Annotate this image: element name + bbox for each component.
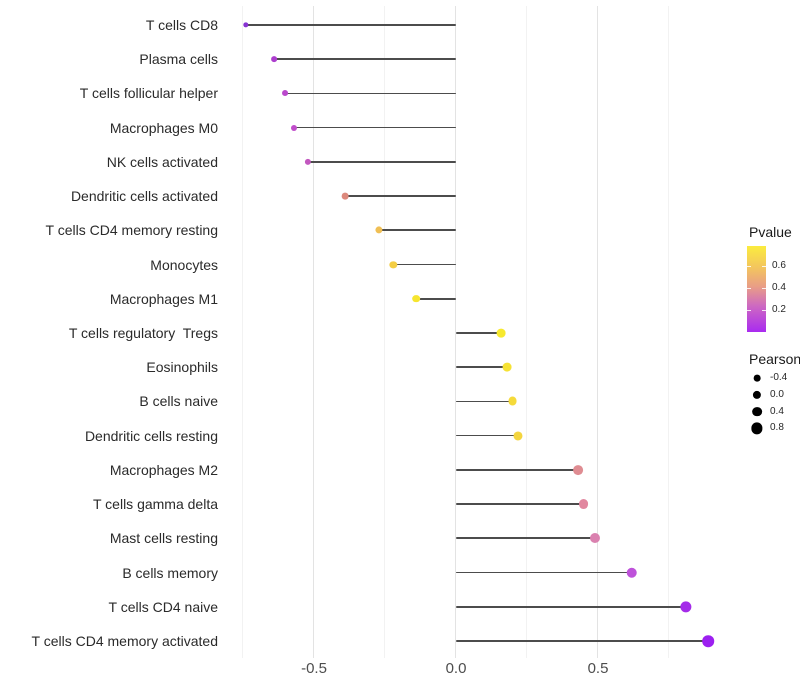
x-tick-label: -0.5 xyxy=(301,660,327,677)
y-axis-label: NK cells activated xyxy=(106,153,218,170)
y-axis-label: Macrophages M2 xyxy=(109,461,218,478)
lollipop-dot xyxy=(513,431,523,441)
y-axis-label: T cells CD8 xyxy=(145,17,218,33)
gridline-major xyxy=(455,6,457,658)
gridline-minor xyxy=(242,6,244,658)
lollipop-stem xyxy=(245,24,456,26)
lollipop-stem xyxy=(344,195,456,197)
colorbar-tick-label: 0.4 xyxy=(772,282,786,293)
lollipop-dot xyxy=(508,396,517,406)
y-axis-label: T cells regulatory Tregs xyxy=(68,324,218,341)
lollipop-dot xyxy=(412,294,420,303)
lollipop-dot xyxy=(502,362,512,372)
y-axis-label: Plasma cells xyxy=(139,51,218,68)
lollipop-stem xyxy=(455,537,595,540)
y-axis-label: Monocytes xyxy=(150,256,218,273)
gridline-minor xyxy=(526,6,528,658)
lollipop-stem xyxy=(455,503,584,505)
pearson-legend-title: Pearson xyxy=(749,351,800,367)
lollipop-stem xyxy=(455,366,507,369)
y-axis-label: Eosinophils xyxy=(146,359,218,376)
lollipop-stem xyxy=(455,434,519,437)
pearson-legend-label: 0.8 xyxy=(770,422,784,434)
lollipop-dot xyxy=(389,260,397,269)
x-tick-label: 0.0 xyxy=(445,660,467,677)
lollipop-dot xyxy=(304,158,312,165)
lollipop-dot xyxy=(496,328,506,338)
lollipop-stem xyxy=(455,332,502,334)
lollipop-dot xyxy=(626,567,638,578)
lollipop-dot xyxy=(589,533,600,544)
pearson-legend-dot xyxy=(752,406,762,417)
lollipop-stem xyxy=(455,400,513,403)
colorbar-tick xyxy=(747,288,751,289)
y-axis-label: Macrophages M0 xyxy=(109,119,218,136)
lollipop-dot xyxy=(271,56,277,63)
y-axis-label: Mast cells resting xyxy=(109,530,218,547)
pvalue-legend-title: Pvalue xyxy=(749,224,792,240)
lollipop-dot xyxy=(578,499,589,510)
y-axis-label: T cells CD4 memory activated xyxy=(31,632,218,649)
lollipop-stem xyxy=(393,263,456,266)
lollipop-stem xyxy=(455,571,632,574)
y-axis-label: T cells CD4 memory resting xyxy=(45,222,218,239)
colorbar-tick xyxy=(747,310,751,311)
lollipop-stem xyxy=(455,605,686,608)
lollipop-dot xyxy=(680,601,692,613)
lollipop-dot xyxy=(282,90,289,97)
lollipop-stem xyxy=(455,469,578,471)
colorbar-tick xyxy=(762,266,766,267)
x-tick-label: 0.5 xyxy=(587,660,609,677)
lollipop-dot xyxy=(702,635,715,647)
gridline-minor xyxy=(668,6,670,658)
pearson-legend-dot xyxy=(752,390,762,399)
y-axis-label: T cells CD4 naive xyxy=(108,598,218,615)
lollipop-stem xyxy=(273,58,456,61)
lollipop-dot xyxy=(572,464,583,475)
colorbar-tick xyxy=(747,266,751,267)
lollipop-dot xyxy=(242,22,249,28)
y-axis-label: B cells memory xyxy=(122,564,218,581)
y-axis-label: Macrophages M1 xyxy=(109,290,218,307)
y-axis-label: T cells gamma delta xyxy=(92,496,218,513)
lollipop-stem xyxy=(293,126,456,129)
gridline-major xyxy=(597,6,599,658)
pearson-legend-dot xyxy=(751,422,763,435)
colorbar-tick-label: 0.6 xyxy=(772,260,786,271)
pearson-legend-label: 0.0 xyxy=(770,388,784,400)
lollipop-stem xyxy=(415,297,456,300)
colorbar-tick xyxy=(762,310,766,311)
gridline-major xyxy=(313,6,315,658)
colorbar-tick-label: 0.2 xyxy=(772,304,786,315)
pearson-legend-dot xyxy=(753,374,761,382)
lollipop-stem xyxy=(285,92,456,95)
lollipop-stem xyxy=(308,161,456,163)
lollipop-stem xyxy=(379,229,456,232)
y-axis-label: T cells follicular helper xyxy=(79,85,218,102)
lollipop-stem xyxy=(455,640,709,642)
pearson-legend-label: 0.4 xyxy=(770,405,784,417)
y-axis-label: Dendritic cells activated xyxy=(70,188,218,205)
lollipop-dot xyxy=(375,226,383,234)
lollipop-dot xyxy=(290,124,297,131)
pvalue-colorbar xyxy=(747,246,766,332)
colorbar-tick xyxy=(762,288,766,289)
y-axis-label: Dendritic cells resting xyxy=(84,427,218,444)
y-axis-label: B cells naive xyxy=(139,393,218,410)
pearson-legend-label: -0.4 xyxy=(770,372,788,383)
gridline-minor xyxy=(384,6,386,658)
lollipop-dot xyxy=(341,192,349,200)
